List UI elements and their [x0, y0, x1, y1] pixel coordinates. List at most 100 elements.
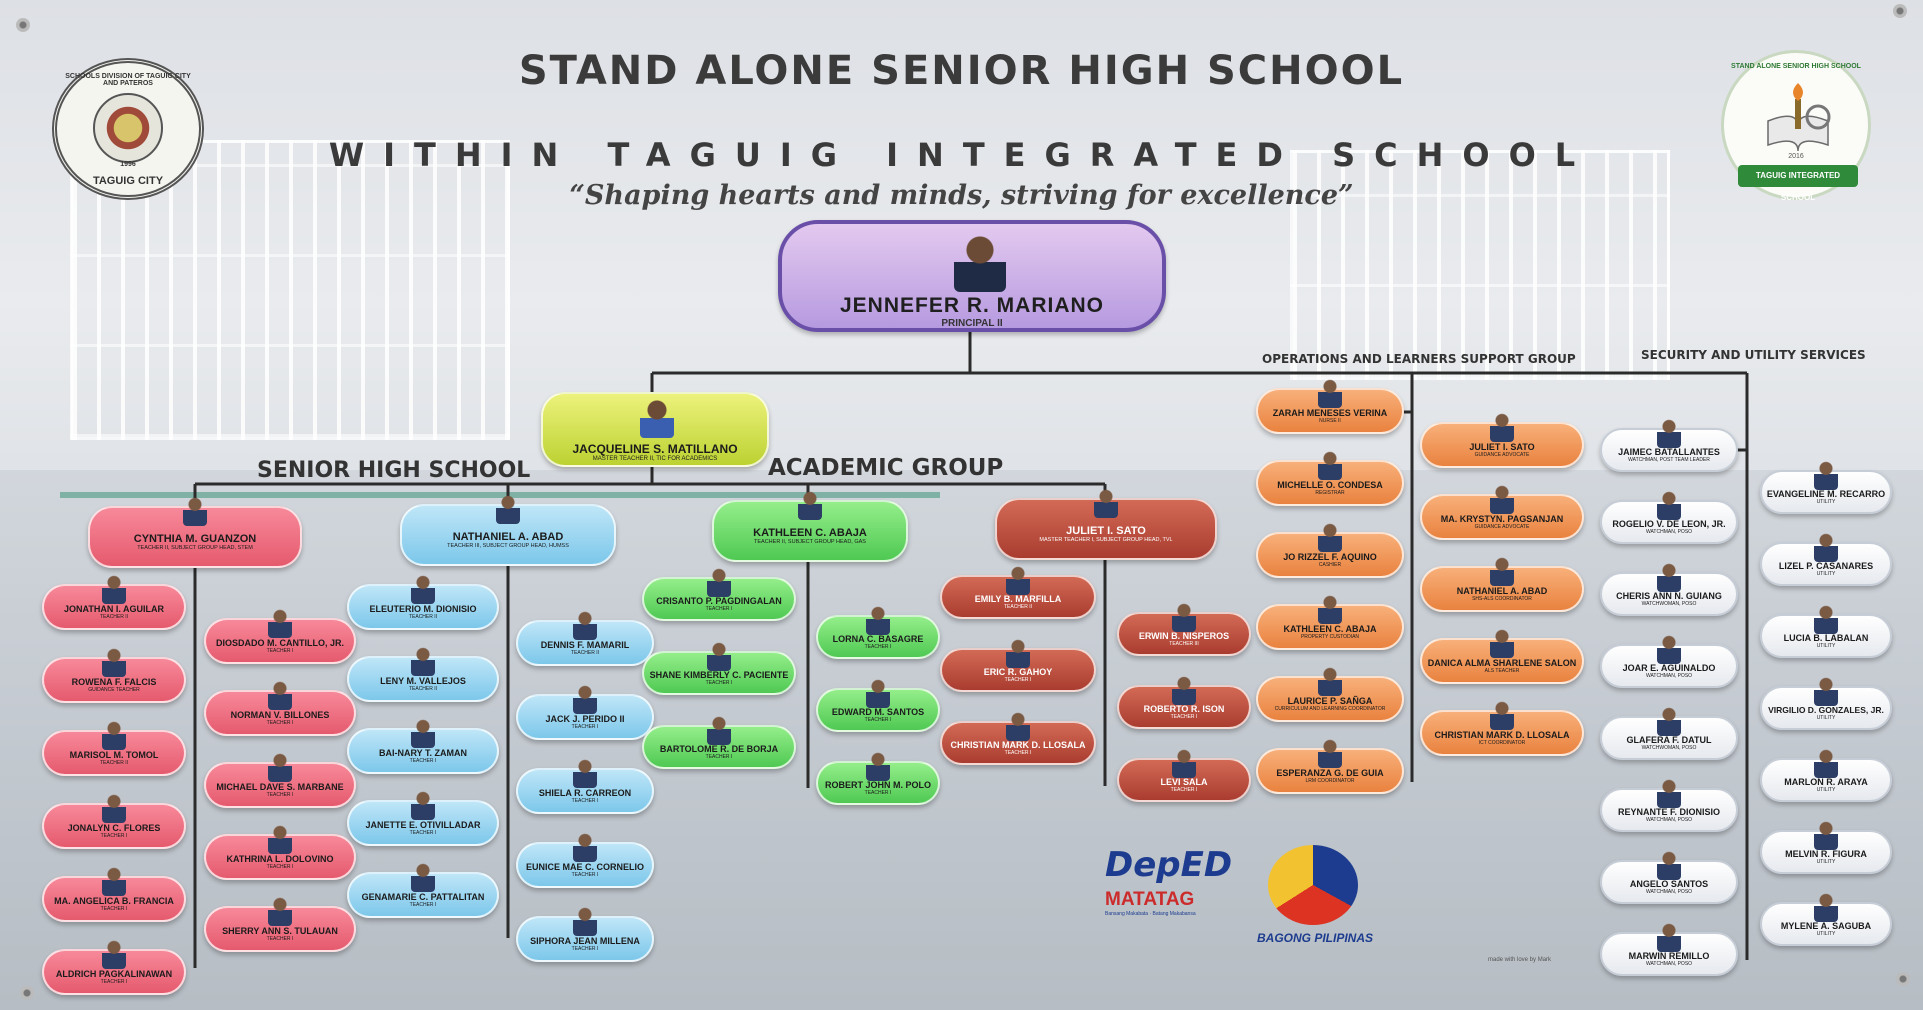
- avatar: [1814, 460, 1838, 490]
- tvl-staff-card: ERIC R. GAHOY TEACHER I: [940, 638, 1096, 692]
- ops-staff-card: JULIET I. SATO GUIDANCE ADVOCATE: [1420, 412, 1584, 468]
- staff-role: TEACHER I: [705, 679, 733, 686]
- staff-name: NATHANIEL A. ABAD: [1456, 586, 1548, 597]
- security-staff-card: GLAFERA F. DATUL WATCHWOMAN, POSO: [1600, 706, 1738, 760]
- staff-role: TEACHER I: [1170, 713, 1198, 720]
- staff-role: WATCHWOMAN, POSO: [1641, 744, 1697, 751]
- bagong-pilipinas-emblem: [1268, 845, 1358, 925]
- school-seal-year: 2016: [1788, 153, 1804, 160]
- avatar: [707, 641, 731, 671]
- staff-name: DANICA ALMA SHARLENE SALON: [1427, 658, 1577, 669]
- staff-name: SIPHORA JEAN MILLENA: [530, 936, 640, 947]
- division-seal-year: 1996: [120, 161, 136, 168]
- staff-name: JONALYN C. FLORES: [67, 823, 161, 834]
- staff-name: LORNA C. BASAGRE: [832, 634, 924, 645]
- principal-card: JENNEFER R. MARIANO PRINCIPAL II: [778, 220, 1166, 332]
- staff-role: TEACHER I: [409, 829, 437, 836]
- stem-staff-card: ALDRICH PAGKALINAWAN TEACHER I: [42, 939, 186, 995]
- humss-staff-card: LENY M. VALLEJOS TEACHER II: [347, 646, 499, 702]
- gas-staff-card: ROBERT JOHN M. POLO TEACHER I: [816, 751, 940, 805]
- staff-name: SHERRY ANN S. TULAUAN: [222, 926, 338, 937]
- staff-role: WATCHMAN, POSO: [1645, 528, 1693, 535]
- staff-name: DENNIS F. MAMARIL: [540, 640, 630, 651]
- staff-role: TEACHER I: [705, 605, 733, 612]
- staff-name: EDWARD M. SANTOS: [831, 707, 925, 718]
- staff-name: LAURICE P. SAÑGA: [1287, 696, 1373, 707]
- staff-name: GLAFERA F. DATUL: [1626, 735, 1712, 746]
- staff-role: TEACHER I: [100, 832, 128, 839]
- avatar: [411, 646, 435, 676]
- staff-name: BAI-NARY T. ZAMAN: [379, 748, 467, 759]
- humss-staff-card: SHIELA R. CARREON TEACHER I: [516, 758, 654, 814]
- staff-role: TEACHER I: [266, 791, 294, 798]
- staff-name: KATHLEEN C. ABAJA: [1283, 624, 1377, 635]
- staff-name: GENAMARIE C. PATTALITAN: [361, 892, 485, 903]
- humss-staff-card: JACK J. PERIDO II TEACHER I: [516, 684, 654, 740]
- tack-top-left: [16, 18, 30, 32]
- staff-role: TEACHER II: [570, 649, 600, 656]
- ops-staff-card: ZARAH MENESES VERINA NURSE II: [1256, 378, 1404, 434]
- staff-role: TEACHER I: [571, 723, 599, 730]
- avatar: [1657, 490, 1681, 520]
- humss-staff-card: JANETTE E. OTIVILLADAR TEACHER I: [347, 790, 499, 846]
- school-motto: “Shaping hearts and minds, striving for …: [569, 180, 1354, 211]
- staff-role: TEACHER I: [705, 753, 733, 760]
- staff-role: MASTER TEACHER I, SUBJECT GROUP HEAD, TV…: [1039, 537, 1173, 544]
- stem-staff-card: SHERRY ANN S. TULAUAN TEACHER I: [204, 896, 356, 952]
- torch-book-icon: [1767, 83, 1831, 152]
- staff-name: KATHLEEN C. ABAJA: [753, 526, 867, 539]
- humss-staff-card: GENAMARIE C. PATTALITAN TEACHER I: [347, 862, 499, 918]
- staff-name: EMILY B. MARFILLA: [974, 594, 1062, 605]
- avatar: [1657, 562, 1681, 592]
- staff-name: ROBERTO R. ISON: [1143, 704, 1225, 715]
- staff-role: TEACHER I: [409, 901, 437, 908]
- stem-staff-card: NORMAN V. BILLONES TEACHER I: [204, 680, 356, 736]
- made-with-credit: made with love by Mark: [1488, 957, 1552, 963]
- staff-name: SHIELA R. CARREON: [538, 788, 632, 799]
- staff-name: JAIMEC BATALLANTES: [1618, 447, 1720, 458]
- avatar: [102, 793, 126, 823]
- avatar: [573, 832, 597, 862]
- staff-name: NORMAN V. BILLONES: [230, 710, 330, 721]
- stem-staff-card: MICHAEL DAVE S. MARBANE TEACHER I: [204, 752, 356, 808]
- utility-staff-card: VIRGILIO D. GONZALES, JR. UTILITY: [1760, 676, 1892, 730]
- utility-staff-card: LIZEL P. CASANARES UTILITY: [1760, 532, 1892, 586]
- avatar: [866, 751, 890, 781]
- staff-name: BARTOLOME R. DE BORJA: [659, 744, 779, 755]
- avatar: [798, 490, 822, 520]
- tack-top-right: [1893, 4, 1907, 18]
- tvl-staff-card: ERWIN B. NISPEROS TEACHER III: [1117, 602, 1251, 656]
- staff-role: TEACHER I: [1170, 786, 1198, 793]
- tvl-staff-card: ROBERTO R. ISON TEACHER I: [1117, 675, 1251, 729]
- avatar: [411, 790, 435, 820]
- staff-role: UTILITY: [1816, 858, 1836, 865]
- staff-name: LEVI SALA: [1160, 777, 1208, 788]
- avatar: [1814, 676, 1838, 706]
- avatar: [1094, 488, 1118, 518]
- school-seal-ring-top: STAND ALONE SENIOR HIGH SCHOOL: [1731, 63, 1861, 70]
- tack-bottom-left: [20, 986, 34, 1000]
- stem-staff-card: JONATHAN I. AGUILAR TEACHER II: [42, 574, 186, 630]
- staff-name: ERIC R. GAHOY: [983, 667, 1053, 678]
- avatar: [1006, 565, 1030, 595]
- group-head-card: KATHLEEN C. ABAJA TEACHER II, SUBJECT GRO…: [712, 490, 908, 562]
- avatar: [573, 610, 597, 640]
- school-subtitle: WITHIN TAGUIG INTEGRATED SCHOOL: [328, 136, 1595, 174]
- avatar: [268, 824, 292, 854]
- staff-role: TEACHER I: [571, 797, 599, 804]
- security-staff-card: ROGELIO V. DE LEON, JR. WATCHMAN, POSO: [1600, 490, 1738, 544]
- avatar: [1814, 820, 1838, 850]
- avatar: [268, 608, 292, 638]
- staff-name: ZARAH MENESES VERINA: [1272, 408, 1388, 419]
- staff-role: REGISTRAR: [1315, 489, 1345, 496]
- tack-bottom-right: [1896, 972, 1910, 986]
- staff-role: TEACHER I: [864, 716, 892, 723]
- avatar: [102, 574, 126, 604]
- academic-head-photo: [640, 398, 674, 438]
- matatag-tagline: Bansang Makabata · Batang Makabansa: [1105, 911, 1196, 917]
- avatar: [1657, 922, 1681, 952]
- avatar: [1006, 711, 1030, 741]
- avatar: [268, 680, 292, 710]
- staff-name: EVANGELINE M. RECARRO: [1766, 489, 1886, 500]
- avatar: [1490, 556, 1514, 586]
